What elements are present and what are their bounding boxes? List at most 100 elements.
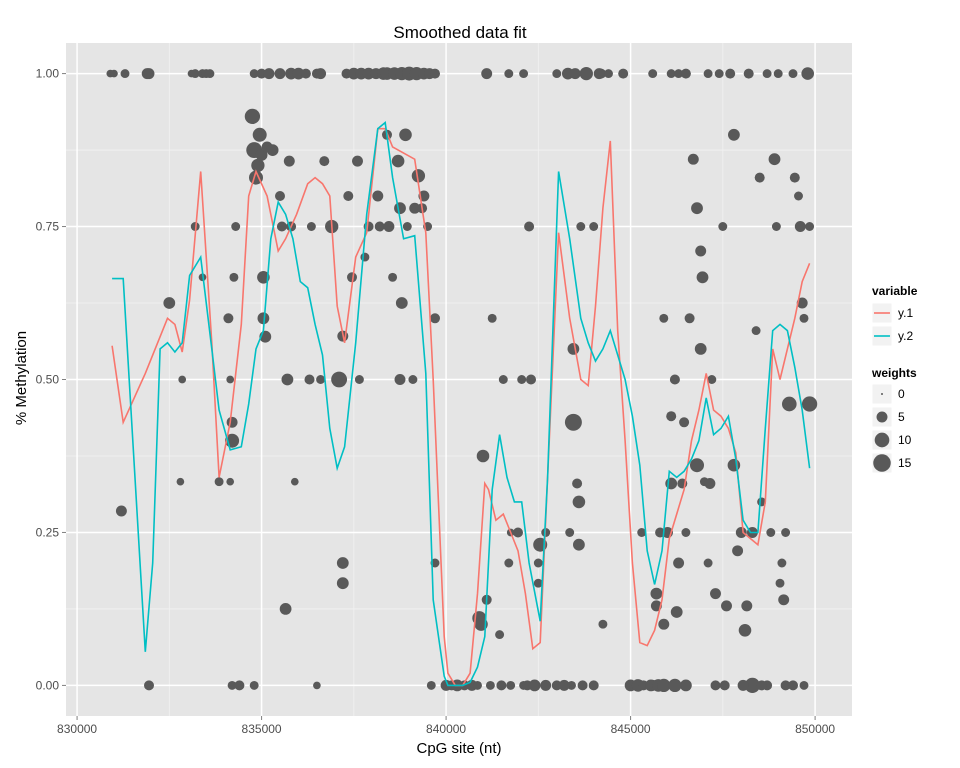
data-point <box>496 680 507 691</box>
data-point <box>504 69 514 79</box>
x-tick-label: 845000 <box>611 722 651 736</box>
data-point <box>564 413 582 431</box>
x-tick-label: 835000 <box>242 722 282 736</box>
data-point <box>474 617 488 631</box>
data-point <box>300 68 311 79</box>
legend-weights-label: 15 <box>898 456 912 470</box>
data-point <box>762 69 772 79</box>
data-point <box>388 272 398 282</box>
data-point <box>781 396 797 412</box>
data-point <box>674 69 684 79</box>
data-point <box>768 153 781 166</box>
data-point <box>249 680 259 690</box>
y-tick-label: 0.00 <box>36 678 60 692</box>
data-point <box>274 68 286 80</box>
data-point <box>485 680 495 690</box>
data-point <box>744 677 761 694</box>
data-point <box>788 680 798 691</box>
data-point <box>352 155 363 167</box>
data-point <box>229 272 239 282</box>
data-point <box>257 312 270 325</box>
data-point <box>524 221 535 232</box>
data-point <box>383 221 395 232</box>
data-point <box>408 375 418 384</box>
data-point <box>528 679 541 692</box>
data-point <box>680 68 691 79</box>
data-point <box>141 68 153 80</box>
data-point <box>223 313 234 324</box>
data-point <box>214 477 224 487</box>
data-point <box>789 172 800 183</box>
data-point <box>694 343 707 355</box>
x-tick-label: 850000 <box>795 722 835 736</box>
data-point <box>558 679 570 691</box>
legend-variable-title: variable <box>872 284 918 298</box>
data-point <box>227 680 237 690</box>
legend-key-point <box>881 393 883 395</box>
data-point <box>777 558 787 568</box>
data-point <box>313 681 321 690</box>
data-point <box>766 528 776 537</box>
data-point <box>533 558 543 568</box>
data-point <box>788 69 798 79</box>
data-point <box>751 326 761 336</box>
data-point <box>144 680 154 691</box>
data-point <box>551 680 562 691</box>
data-point <box>687 153 699 165</box>
data-point <box>540 679 552 691</box>
data-point <box>573 538 585 551</box>
data-point <box>360 252 370 262</box>
data-point <box>426 680 436 690</box>
data-point <box>679 417 690 428</box>
x-axis-title: CpG site (nt) <box>416 740 501 757</box>
data-point <box>648 69 658 79</box>
data-point <box>741 600 753 612</box>
data-point <box>710 680 721 691</box>
data-point <box>801 67 814 80</box>
data-point <box>604 69 613 79</box>
legend-weights-title: weights <box>871 366 917 380</box>
data-point <box>589 222 599 231</box>
x-tick-label: 840000 <box>426 722 466 736</box>
data-point <box>120 69 130 79</box>
data-point <box>670 606 683 618</box>
data-point <box>319 156 330 167</box>
data-point <box>402 222 412 231</box>
data-point <box>533 578 543 588</box>
data-point <box>251 158 265 173</box>
data-point <box>732 545 744 557</box>
data-point <box>669 374 680 385</box>
data-point <box>263 68 275 80</box>
data-point <box>801 396 818 412</box>
data-point <box>618 68 629 79</box>
legend-weights-label: 10 <box>898 433 912 447</box>
data-point <box>504 558 514 568</box>
data-point <box>593 68 605 80</box>
data-point <box>519 69 529 79</box>
data-point <box>650 587 663 600</box>
data-point <box>780 680 791 691</box>
data-point <box>343 191 354 201</box>
data-point <box>481 68 493 80</box>
data-point <box>805 222 815 231</box>
data-point <box>567 680 576 690</box>
data-point <box>395 297 408 309</box>
x-tick-label: 830000 <box>57 722 97 736</box>
scatter-points <box>106 66 818 694</box>
data-point <box>657 678 671 693</box>
data-point <box>487 313 497 323</box>
data-point <box>244 108 261 125</box>
data-point <box>738 624 752 637</box>
data-point <box>476 449 490 463</box>
data-point <box>276 221 287 232</box>
legend-variable-label: y.2 <box>898 329 913 343</box>
data-point <box>411 169 426 183</box>
x-axis-ticks: 830000 835000 840000 845000 850000 <box>57 716 835 736</box>
data-point <box>336 577 349 590</box>
y-tick-label: 0.50 <box>36 373 60 387</box>
data-point <box>409 202 421 214</box>
data-point <box>684 313 695 324</box>
data-point <box>666 69 676 79</box>
y-tick-label: 0.25 <box>36 525 60 539</box>
